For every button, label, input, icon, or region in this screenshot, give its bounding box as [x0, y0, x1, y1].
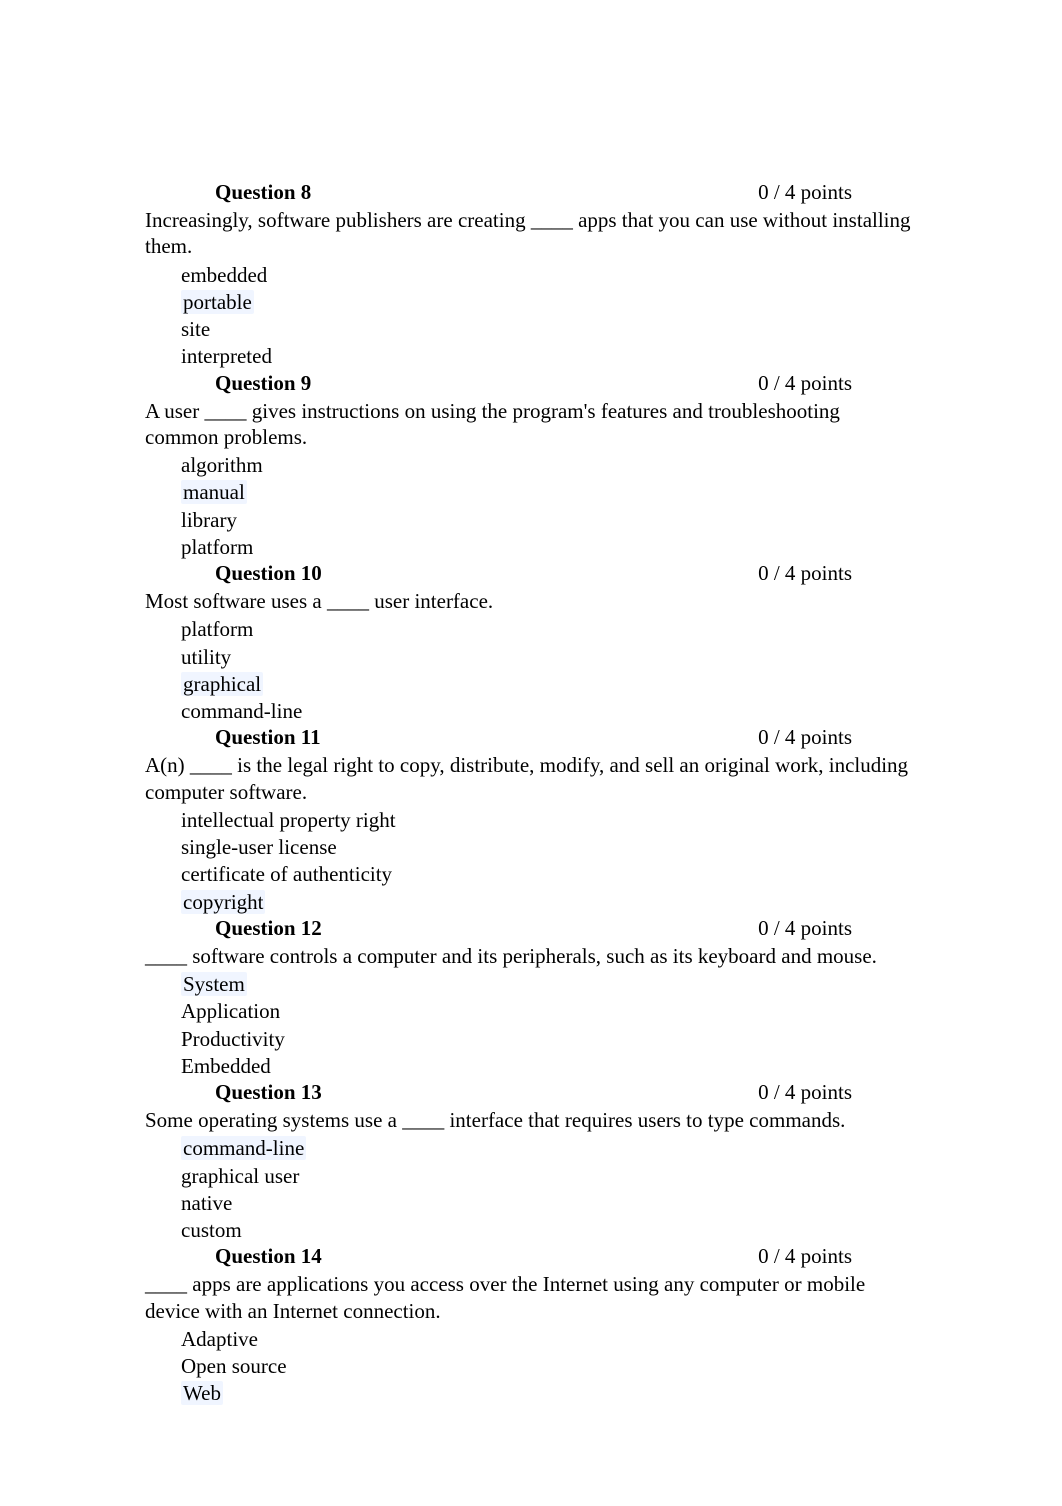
option-text: System — [181, 971, 247, 997]
option-text: portable — [181, 289, 254, 315]
option-text: graphical user — [181, 1163, 299, 1189]
option-row[interactable]: Open source — [145, 1353, 917, 1379]
option-text: algorithm — [181, 452, 263, 478]
option-row[interactable]: site — [145, 316, 917, 342]
question-prompt: ____ software controls a computer and it… — [145, 943, 917, 969]
highlighted-answer: command-line — [181, 1136, 306, 1160]
option-row[interactable]: library — [145, 507, 917, 533]
question-title: Question 10 — [215, 561, 322, 586]
option-text: Productivity — [181, 1026, 285, 1052]
option-row[interactable]: custom — [145, 1217, 917, 1243]
question-points: 0 / 4 points — [758, 1080, 917, 1105]
question-header: Question 14 0 / 4 points — [145, 1244, 917, 1269]
question-title: Question 14 — [215, 1244, 322, 1269]
highlighted-answer: graphical — [181, 672, 263, 696]
question-prompt: Increasingly, software publishers are cr… — [145, 207, 917, 260]
question-header: Question 9 0 / 4 points — [145, 371, 917, 396]
question-prompt: ____ apps are applications you access ov… — [145, 1271, 917, 1324]
option-text: command-line — [181, 1135, 306, 1161]
question-header: Question 10 0 / 4 points — [145, 561, 917, 586]
option-row[interactable]: manual — [145, 479, 917, 505]
option-row[interactable]: certificate of authenticity — [145, 861, 917, 887]
option-row[interactable]: graphical user — [145, 1163, 917, 1189]
question-prompt: Some operating systems use a ____ interf… — [145, 1107, 917, 1133]
option-row[interactable]: System — [145, 971, 917, 997]
option-text: certificate of authenticity — [181, 861, 392, 887]
option-row[interactable]: single-user license — [145, 834, 917, 860]
option-text: copyright — [181, 889, 265, 915]
question-points: 0 / 4 points — [758, 916, 917, 941]
option-text: Adaptive — [181, 1326, 258, 1352]
option-text: custom — [181, 1217, 242, 1243]
option-text: library — [181, 507, 237, 533]
option-text: Open source — [181, 1353, 287, 1379]
option-row[interactable]: copyright — [145, 889, 917, 915]
question-points: 0 / 4 points — [758, 725, 917, 750]
question-prompt: A(n) ____ is the legal right to copy, di… — [145, 752, 917, 805]
highlighted-answer: Web — [181, 1381, 223, 1405]
option-text: platform — [181, 534, 253, 560]
question-points: 0 / 4 points — [758, 561, 917, 586]
option-row[interactable]: Web — [145, 1380, 917, 1406]
option-row[interactable]: interpreted — [145, 343, 917, 369]
question-header: Question 8 0 / 4 points — [145, 180, 917, 205]
question-points: 0 / 4 points — [758, 1244, 917, 1269]
option-row[interactable]: Productivity — [145, 1026, 917, 1052]
option-text: Application — [181, 998, 280, 1024]
option-text: manual — [181, 479, 247, 505]
option-text: command-line — [181, 698, 302, 724]
option-row[interactable]: command-line — [145, 1135, 917, 1161]
option-row[interactable]: platform — [145, 616, 917, 642]
option-text: single-user license — [181, 834, 337, 860]
option-text: Embedded — [181, 1053, 271, 1079]
option-text: intellectual property right — [181, 807, 396, 833]
option-text: interpreted — [181, 343, 272, 369]
option-text: embedded — [181, 262, 267, 288]
highlighted-answer: copyright — [181, 890, 265, 914]
quiz-page: Question 80 / 4 pointsIncreasingly, soft… — [0, 0, 1062, 1468]
option-row[interactable]: Adaptive — [145, 1326, 917, 1352]
option-row[interactable]: embedded — [145, 262, 917, 288]
question-header: Question 12 0 / 4 points — [145, 916, 917, 941]
option-row[interactable]: native — [145, 1190, 917, 1216]
option-row[interactable]: command-line — [145, 698, 917, 724]
question-title: Question 8 — [215, 180, 311, 205]
option-text: utility — [181, 644, 231, 670]
highlighted-answer: System — [181, 972, 247, 996]
option-text: native — [181, 1190, 232, 1216]
option-row[interactable]: portable — [145, 289, 917, 315]
question-prompt: Most software uses a ____ user interface… — [145, 588, 917, 614]
option-row[interactable]: algorithm — [145, 452, 917, 478]
question-header: Question 13 0 / 4 points — [145, 1080, 917, 1105]
question-points: 0 / 4 points — [758, 180, 917, 205]
highlighted-answer: portable — [181, 290, 254, 314]
option-row[interactable]: Embedded — [145, 1053, 917, 1079]
option-text: Web — [181, 1380, 223, 1406]
question-points: 0 / 4 points — [758, 371, 917, 396]
question-title: Question 11 — [215, 725, 321, 750]
question-title: Question 12 — [215, 916, 322, 941]
question-title: Question 13 — [215, 1080, 322, 1105]
question-header: Question 11 0 / 4 points — [145, 725, 917, 750]
option-row[interactable]: platform — [145, 534, 917, 560]
option-row[interactable]: utility — [145, 644, 917, 670]
option-text: platform — [181, 616, 253, 642]
option-text: graphical — [181, 671, 263, 697]
option-row[interactable]: Application — [145, 998, 917, 1024]
question-title: Question 9 — [215, 371, 311, 396]
question-prompt: A user ____ gives instructions on using … — [145, 398, 917, 451]
option-row[interactable]: graphical — [145, 671, 917, 697]
option-row[interactable]: intellectual property right — [145, 807, 917, 833]
option-text: site — [181, 316, 210, 342]
highlighted-answer: manual — [181, 480, 247, 504]
